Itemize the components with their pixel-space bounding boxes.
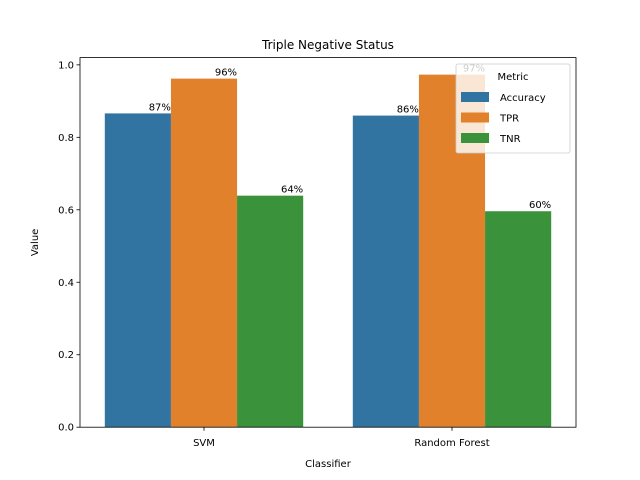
legend: Metric Accuracy TPR TNR [455,63,571,154]
legend-title: Metric [497,72,528,83]
x-axis-label: Classifier [305,459,352,470]
legend-swatch [461,133,489,143]
bar-value-label: 87% [149,102,171,113]
bar-accuracy [104,113,171,428]
chart-title: Triple Negative Status [261,38,394,52]
y-tick-label: 0.4 [58,278,74,289]
y-tick-label: 1.0 [58,60,74,71]
x-tick-label: SVM [193,438,215,449]
bar-tnr [485,211,552,428]
y-tick-label: 0.0 [58,423,74,434]
axes-frame [79,57,577,428]
bar-accuracy [352,115,419,428]
bar-value-label: 96% [215,68,237,79]
y-axis-label: Value [30,229,41,256]
y-tick-label: 0.2 [58,350,74,361]
legend-entry: Accuracy [500,93,546,104]
y-tick-label: 0.8 [58,133,74,144]
bar-value-label: 64% [281,185,303,196]
y-tick-label: 0.6 [58,205,74,216]
legend-box [455,63,571,154]
bar-tpr [170,78,238,428]
legend-swatch [461,112,489,123]
legend-swatch [461,92,489,102]
x-tick-label: Random Forest [414,438,489,449]
legend-entry: TPR [499,114,519,125]
legend-entry: TNR [499,134,521,145]
bar-value-label: 60% [529,200,551,211]
bar-value-label: 86% [397,105,419,116]
bar-tnr [237,195,304,428]
